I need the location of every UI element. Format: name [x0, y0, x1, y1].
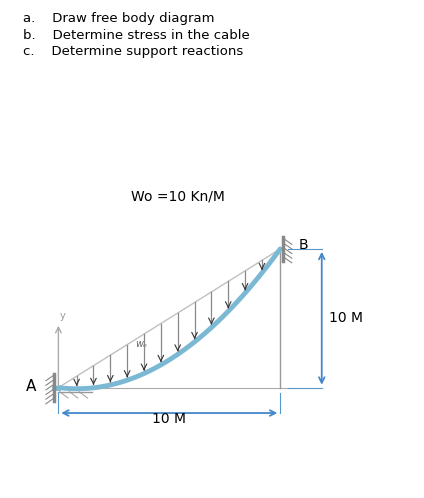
- Text: 10 M: 10 M: [152, 412, 186, 426]
- Text: c.    Determine support reactions: c. Determine support reactions: [23, 45, 243, 58]
- Text: A: A: [25, 379, 36, 394]
- Text: Wo =10 Kn/M: Wo =10 Kn/M: [131, 189, 225, 204]
- Text: b.    Determine stress in the cable: b. Determine stress in the cable: [23, 29, 250, 42]
- Text: B: B: [298, 239, 308, 252]
- Text: 10 M: 10 M: [329, 311, 363, 325]
- Text: wₒ: wₒ: [136, 340, 148, 350]
- Text: a.    Draw free body diagram: a. Draw free body diagram: [23, 12, 215, 25]
- Text: y: y: [60, 311, 66, 321]
